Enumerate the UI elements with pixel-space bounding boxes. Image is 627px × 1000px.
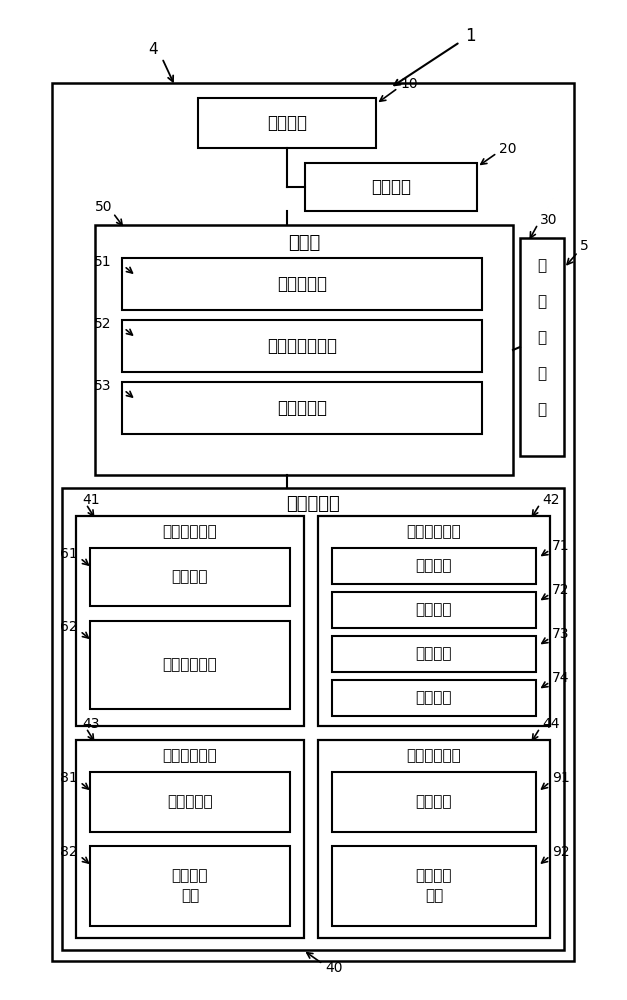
Text: 71: 71: [552, 539, 569, 553]
Bar: [520, 238, 564, 456]
Bar: [318, 516, 550, 726]
Text: 空调设备数据: 空调设备数据: [162, 524, 218, 540]
Bar: [52, 83, 574, 961]
Text: 52: 52: [94, 317, 112, 331]
Bar: [332, 636, 536, 672]
Text: 测量设备数据: 测量设备数据: [407, 748, 461, 764]
Text: 20: 20: [499, 142, 517, 156]
Text: 输入装置: 输入装置: [371, 178, 411, 196]
Text: 信息: 信息: [181, 888, 199, 904]
Text: 74: 74: [552, 671, 569, 685]
Text: 数据: 数据: [425, 888, 443, 904]
Text: 通: 通: [537, 258, 547, 273]
Text: 平面图信息: 平面图信息: [167, 794, 213, 810]
Bar: [90, 621, 290, 709]
Bar: [62, 488, 564, 950]
Text: 数据管理部: 数据管理部: [286, 495, 340, 513]
Text: 理: 理: [537, 366, 547, 381]
Text: 测量状态: 测量状态: [416, 868, 452, 884]
Bar: [305, 163, 477, 211]
Bar: [90, 846, 290, 926]
Text: 72: 72: [552, 583, 569, 597]
Text: 控制执行部: 控制执行部: [277, 399, 327, 417]
Bar: [76, 516, 304, 726]
Bar: [332, 548, 536, 584]
Bar: [95, 225, 513, 475]
Text: 控制时间: 控制时间: [416, 647, 452, 662]
Text: 81: 81: [60, 771, 78, 785]
Text: 区段信息: 区段信息: [416, 558, 452, 574]
Text: 92: 92: [552, 845, 569, 859]
Text: 控制顺序决定部: 控制顺序决定部: [267, 337, 337, 355]
Text: 部: 部: [537, 402, 547, 418]
Text: 62: 62: [60, 620, 78, 634]
Text: 控制等级: 控制等级: [416, 602, 452, 617]
Text: 设置位置数据: 设置位置数据: [162, 748, 218, 764]
Text: 管: 管: [537, 330, 547, 346]
Bar: [332, 772, 536, 832]
Bar: [122, 320, 482, 372]
Text: 42: 42: [542, 493, 559, 507]
Text: 50: 50: [95, 200, 112, 214]
Text: 30: 30: [540, 213, 557, 227]
Bar: [122, 258, 482, 310]
Text: 43: 43: [82, 717, 100, 731]
Text: 53: 53: [94, 379, 112, 393]
Bar: [332, 592, 536, 628]
Text: 设置位置: 设置位置: [172, 868, 208, 884]
Bar: [198, 98, 376, 148]
Text: 82: 82: [60, 845, 78, 859]
Text: 控制部: 控制部: [288, 234, 320, 252]
Text: 1: 1: [465, 27, 476, 45]
Bar: [90, 548, 290, 606]
Text: 61: 61: [60, 547, 78, 561]
Text: 5: 5: [580, 239, 589, 253]
Text: 51: 51: [94, 255, 112, 269]
Bar: [76, 740, 304, 938]
Text: 91: 91: [552, 771, 570, 785]
Text: 73: 73: [552, 627, 569, 641]
Text: 运转状态数据: 运转状态数据: [162, 658, 218, 672]
Bar: [122, 382, 482, 434]
Text: 连接信息: 连接信息: [416, 794, 452, 810]
Text: 44: 44: [542, 717, 559, 731]
Bar: [332, 846, 536, 926]
Text: 连接信息: 连接信息: [172, 570, 208, 584]
Bar: [90, 772, 290, 832]
Text: 显示装置: 显示装置: [267, 114, 307, 132]
Text: 4: 4: [148, 42, 157, 57]
Text: 40: 40: [325, 961, 342, 975]
Text: 41: 41: [82, 493, 100, 507]
Text: 信: 信: [537, 294, 547, 310]
Bar: [318, 740, 550, 938]
Text: 控制内容: 控制内容: [416, 690, 452, 706]
Text: 节能设定数据: 节能设定数据: [407, 524, 461, 540]
Bar: [332, 680, 536, 716]
Text: 10: 10: [400, 77, 418, 91]
Text: 距离计算部: 距离计算部: [277, 275, 327, 293]
